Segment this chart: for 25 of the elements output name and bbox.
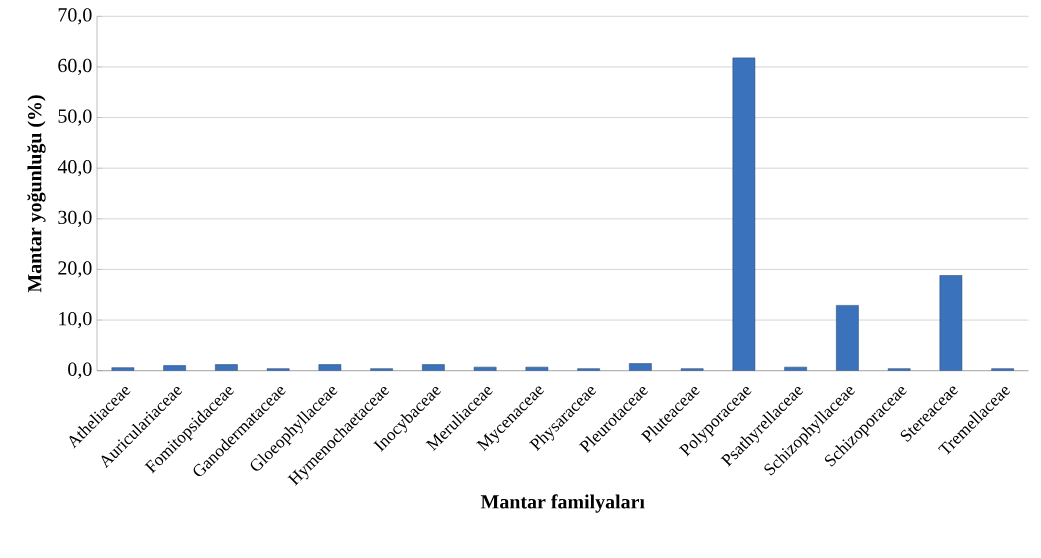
y-tick-label: 50,0 bbox=[58, 109, 92, 126]
bar bbox=[266, 368, 290, 371]
bar bbox=[680, 368, 704, 371]
bar bbox=[422, 364, 445, 371]
y-axis-title: Mantar yoğunluğu (%) bbox=[27, 95, 46, 293]
bar bbox=[784, 366, 807, 371]
y-tick-label: 10,0 bbox=[59, 311, 92, 329]
bar bbox=[887, 368, 911, 371]
bar bbox=[215, 364, 238, 371]
bar bbox=[939, 275, 963, 371]
bar bbox=[111, 367, 135, 371]
y-tick-label: 70,0 bbox=[58, 8, 92, 25]
x-axis-title: Mantar familyaları bbox=[480, 494, 645, 513]
bar bbox=[629, 363, 652, 371]
bar bbox=[163, 365, 186, 371]
y-tick-label: 20,0 bbox=[58, 261, 92, 278]
bar bbox=[318, 364, 342, 371]
y-tick-label: 40,0 bbox=[57, 160, 92, 177]
y-tick-label: 0,0 bbox=[68, 362, 92, 379]
bar bbox=[732, 57, 756, 371]
y-tick-label: 60,0 bbox=[58, 58, 92, 76]
bar bbox=[525, 366, 549, 371]
bar bbox=[836, 305, 859, 371]
y-tick-label: 30,0 bbox=[58, 210, 92, 227]
bar bbox=[473, 366, 497, 371]
